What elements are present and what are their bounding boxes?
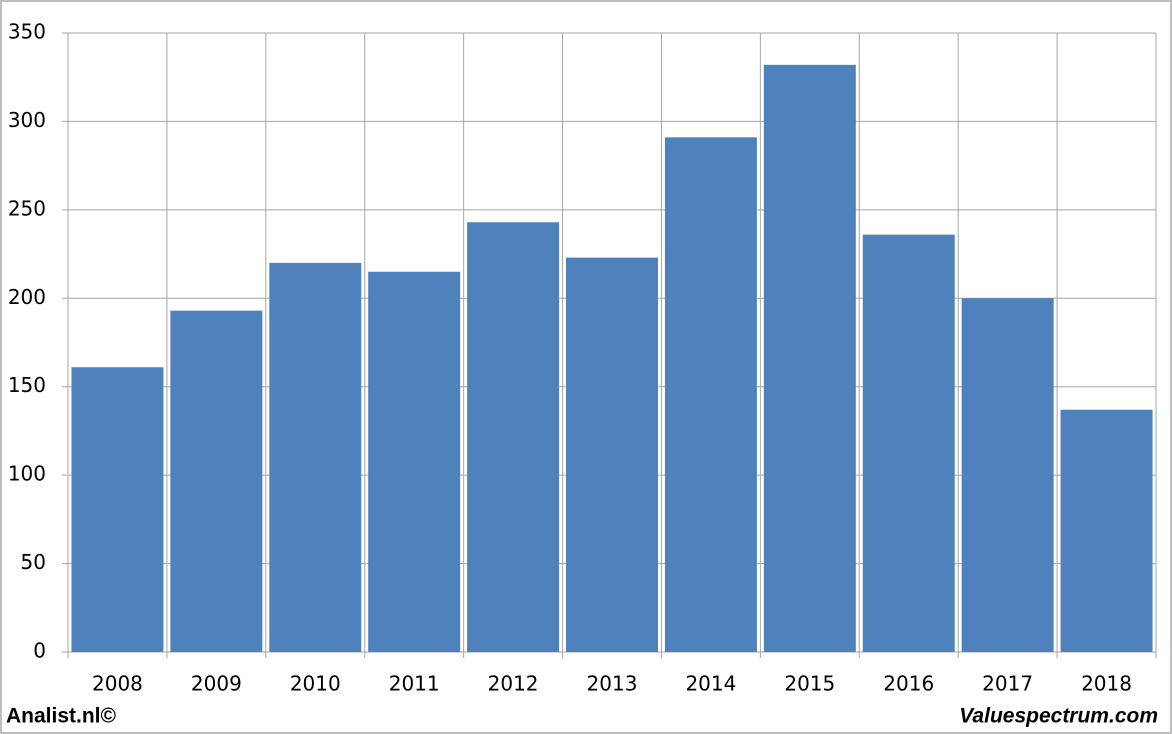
- footer-left: Analist.nl©: [6, 705, 117, 728]
- x-tick-label: 2014: [685, 672, 736, 696]
- bar: [269, 262, 362, 652]
- bar: [71, 367, 164, 652]
- x-tick-label: 2009: [191, 672, 242, 696]
- y-tick-label: 100: [8, 462, 46, 486]
- bar: [566, 257, 658, 652]
- x-tick-label: 2016: [883, 672, 934, 696]
- bar: [763, 64, 856, 652]
- bar: [368, 271, 461, 652]
- y-tick-label: 300: [8, 108, 46, 132]
- y-tick-label: 150: [8, 373, 46, 397]
- x-tick-label: 2012: [488, 672, 539, 696]
- bar: [961, 298, 1054, 652]
- y-tick-label: 200: [8, 285, 46, 309]
- x-tick-label: 2010: [290, 672, 341, 696]
- y-tick-label: 50: [21, 550, 46, 574]
- bar: [467, 222, 560, 653]
- bar: [170, 310, 263, 652]
- x-tick-label: 2018: [1081, 672, 1132, 696]
- bar: [664, 137, 757, 653]
- y-tick-label: 350: [8, 20, 46, 44]
- y-tick-label: 250: [8, 196, 46, 220]
- x-tick-label: 2017: [982, 672, 1033, 696]
- bar: [1060, 409, 1153, 652]
- x-tick-label: 2013: [587, 672, 638, 696]
- footer-right: Valuespectrum.com: [959, 705, 1158, 728]
- x-tick-label: 2008: [92, 672, 143, 696]
- x-tick-label: 2015: [784, 672, 835, 696]
- bar: [862, 234, 955, 653]
- x-tick-label: 2011: [389, 672, 440, 696]
- y-tick-label: 0: [33, 639, 46, 663]
